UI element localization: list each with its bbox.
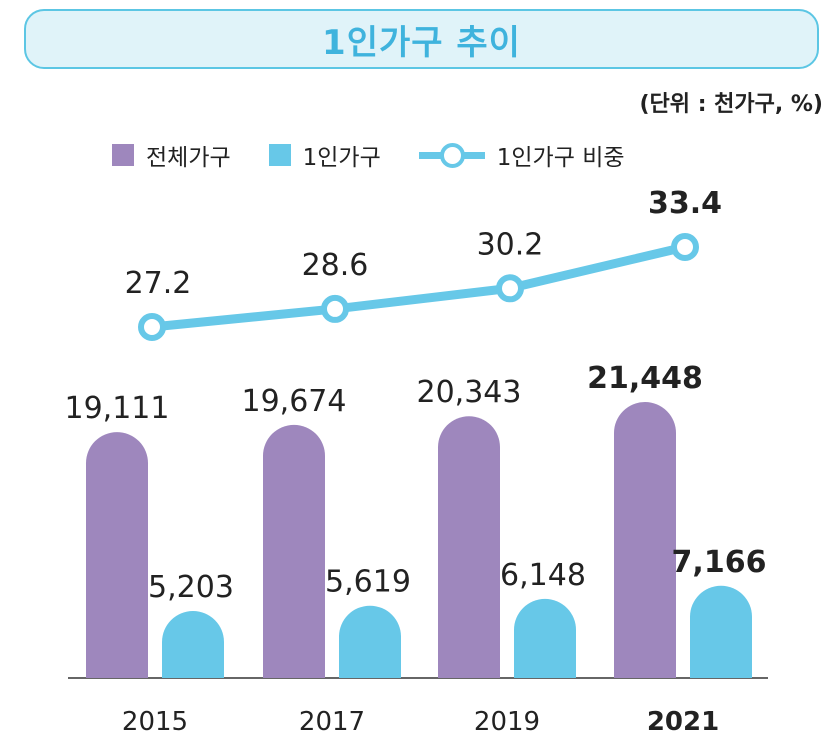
- bar-total-2017: [263, 424, 325, 678]
- label-single-2015: 5,203: [148, 570, 234, 605]
- x-tick-2019: 2019: [474, 707, 540, 737]
- ratio-point-2017: [321, 294, 349, 323]
- x-tick-2021: 2021: [647, 707, 719, 737]
- legend-item-single: 1인가구: [268, 138, 381, 172]
- legend-item-total: 전체가구: [112, 138, 231, 172]
- label-total-2019: 20,343: [417, 375, 522, 410]
- legend-item-ratio: 1인가구 비중: [418, 138, 625, 172]
- label-single-2021: 7,166: [672, 545, 767, 580]
- ratio-point-2015: [138, 313, 166, 341]
- ratio-point-2019: [496, 274, 524, 303]
- bar-single-2015: [162, 611, 224, 678]
- bar-total-2021: [614, 402, 676, 678]
- label-total-2015: 19,111: [65, 391, 170, 426]
- bar-single-2021: [690, 585, 752, 678]
- label-total-2017: 19,674: [242, 384, 347, 419]
- legend-swatch-total: [112, 144, 134, 166]
- legend: 전체가구 1인가구 1인가구 비중: [112, 138, 663, 172]
- x-tick-2015: 2015: [122, 707, 188, 737]
- ratio-label-2017: 28.6: [302, 248, 369, 283]
- chart-title-box: 1인가구 추이: [24, 9, 819, 69]
- legend-swatch-ratio: [418, 143, 485, 168]
- ratio-label-2021: 33.4: [648, 186, 722, 221]
- bar-total-2019: [438, 416, 500, 678]
- bar-single-2017: [339, 605, 401, 678]
- chart-title: 1인가구 추이: [322, 22, 521, 63]
- legend-swatch-single: [268, 144, 291, 166]
- bar-single-2019: [514, 598, 576, 678]
- label-single-2019: 6,148: [500, 558, 586, 593]
- label-total-2021: 21,448: [587, 361, 703, 396]
- legend-label-total: 전체가구: [146, 145, 231, 171]
- bar-total-2015: [86, 432, 148, 678]
- ratio-line: [151, 242, 687, 332]
- label-single-2017: 5,619: [325, 565, 411, 600]
- ratio-label-2019: 30.2: [477, 227, 544, 262]
- ratio-label-2015: 27.2: [125, 266, 192, 301]
- unit-note: (단위 : 천가구, %): [639, 92, 824, 117]
- legend-label-single: 1인가구: [302, 145, 381, 171]
- x-tick-2017: 2017: [299, 707, 365, 737]
- legend-label-ratio: 1인가구 비중: [496, 145, 625, 171]
- ratio-point-2021: [671, 233, 699, 261]
